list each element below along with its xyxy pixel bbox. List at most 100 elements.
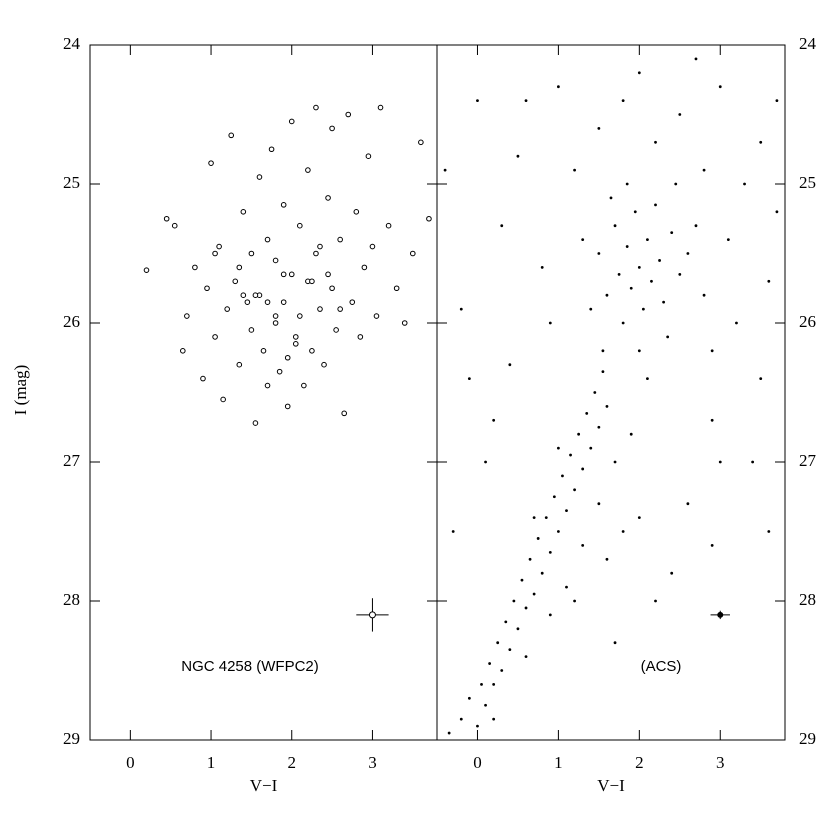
data-point — [329, 285, 335, 292]
data-point — [504, 620, 508, 624]
data-point — [637, 516, 641, 519]
data-point — [556, 530, 560, 533]
data-point — [171, 222, 178, 229]
data-point — [726, 238, 730, 242]
y-tick-label: 26 — [63, 312, 80, 331]
data-point — [650, 279, 653, 283]
data-point — [597, 502, 601, 506]
data-point — [297, 222, 303, 229]
data-point — [646, 377, 649, 380]
data-point — [524, 99, 528, 102]
data-point — [426, 215, 432, 222]
data-point — [365, 153, 372, 159]
data-point — [200, 375, 206, 382]
data-point — [236, 264, 243, 271]
data-point — [775, 210, 779, 214]
data-point — [686, 502, 690, 506]
data-point — [589, 446, 593, 450]
data-point — [552, 495, 556, 499]
data-point — [597, 252, 601, 255]
data-point — [143, 267, 150, 273]
data-point — [613, 460, 617, 464]
data-point — [508, 648, 512, 652]
data-point — [292, 341, 299, 347]
data-point — [228, 132, 235, 139]
data-point — [401, 320, 408, 326]
y-tick-label: 28 — [63, 590, 80, 609]
data-point — [317, 243, 323, 250]
data-point — [321, 361, 327, 368]
data-point — [629, 286, 633, 290]
data-point — [496, 641, 500, 645]
data-point — [492, 418, 496, 422]
data-point — [288, 118, 295, 125]
data-point — [240, 292, 247, 299]
data-point — [212, 250, 218, 257]
data-point — [718, 85, 722, 89]
data-point — [268, 146, 275, 153]
data-point — [244, 299, 251, 305]
data-point — [280, 299, 287, 305]
x-tick-label: 3 — [368, 753, 377, 772]
data-point — [775, 99, 779, 102]
data-point — [516, 154, 520, 158]
data-point — [256, 174, 263, 180]
data-point — [409, 250, 416, 257]
data-point — [325, 271, 331, 278]
data-point — [589, 307, 593, 311]
data-point — [192, 264, 198, 271]
data-point — [532, 592, 536, 596]
data-point — [480, 683, 483, 686]
data-point — [484, 703, 487, 707]
data-point — [236, 361, 243, 368]
data-point — [581, 238, 585, 242]
data-point — [694, 57, 698, 61]
data-point — [532, 516, 536, 519]
x-tick-label: 2 — [287, 753, 296, 772]
data-point — [524, 606, 528, 610]
data-point — [204, 285, 210, 292]
data-point — [593, 391, 597, 394]
data-point — [561, 474, 564, 478]
data-point — [621, 321, 625, 325]
data-point — [581, 467, 585, 471]
data-point — [646, 238, 649, 242]
data-point — [548, 321, 552, 325]
data-point — [548, 613, 552, 617]
data-point — [337, 306, 343, 312]
data-point — [556, 446, 560, 450]
data-point — [702, 168, 706, 172]
data-point — [264, 236, 271, 243]
data-point — [597, 425, 601, 429]
y-tick-label: 24 — [63, 34, 81, 53]
data-point — [548, 550, 552, 554]
data-point — [508, 363, 512, 367]
data-point — [208, 160, 214, 166]
data-point — [573, 168, 576, 172]
data-point — [484, 460, 487, 464]
y-tick-label: 27 — [63, 451, 81, 470]
y-axis-label: I (mag) — [11, 365, 30, 416]
data-point — [393, 285, 400, 292]
data-point — [180, 348, 186, 354]
y-tick-label: 26 — [799, 312, 816, 331]
data-point — [248, 327, 255, 333]
data-point — [759, 140, 763, 144]
data-point — [418, 139, 424, 146]
data-point — [678, 272, 682, 276]
data-point — [309, 278, 315, 285]
data-point — [637, 349, 641, 353]
data-point — [264, 382, 271, 389]
data-point — [759, 377, 763, 380]
data-point — [641, 307, 645, 311]
data-point — [467, 696, 471, 700]
annotation: NGC 4258 (WFPC2) — [181, 658, 319, 675]
data-point — [248, 250, 255, 257]
data-point — [224, 306, 230, 312]
data-point — [301, 382, 307, 389]
data-point — [674, 182, 678, 186]
x-tick-label: 2 — [635, 753, 644, 772]
data-point — [670, 231, 674, 235]
data-point — [605, 557, 609, 561]
data-point — [702, 293, 706, 297]
